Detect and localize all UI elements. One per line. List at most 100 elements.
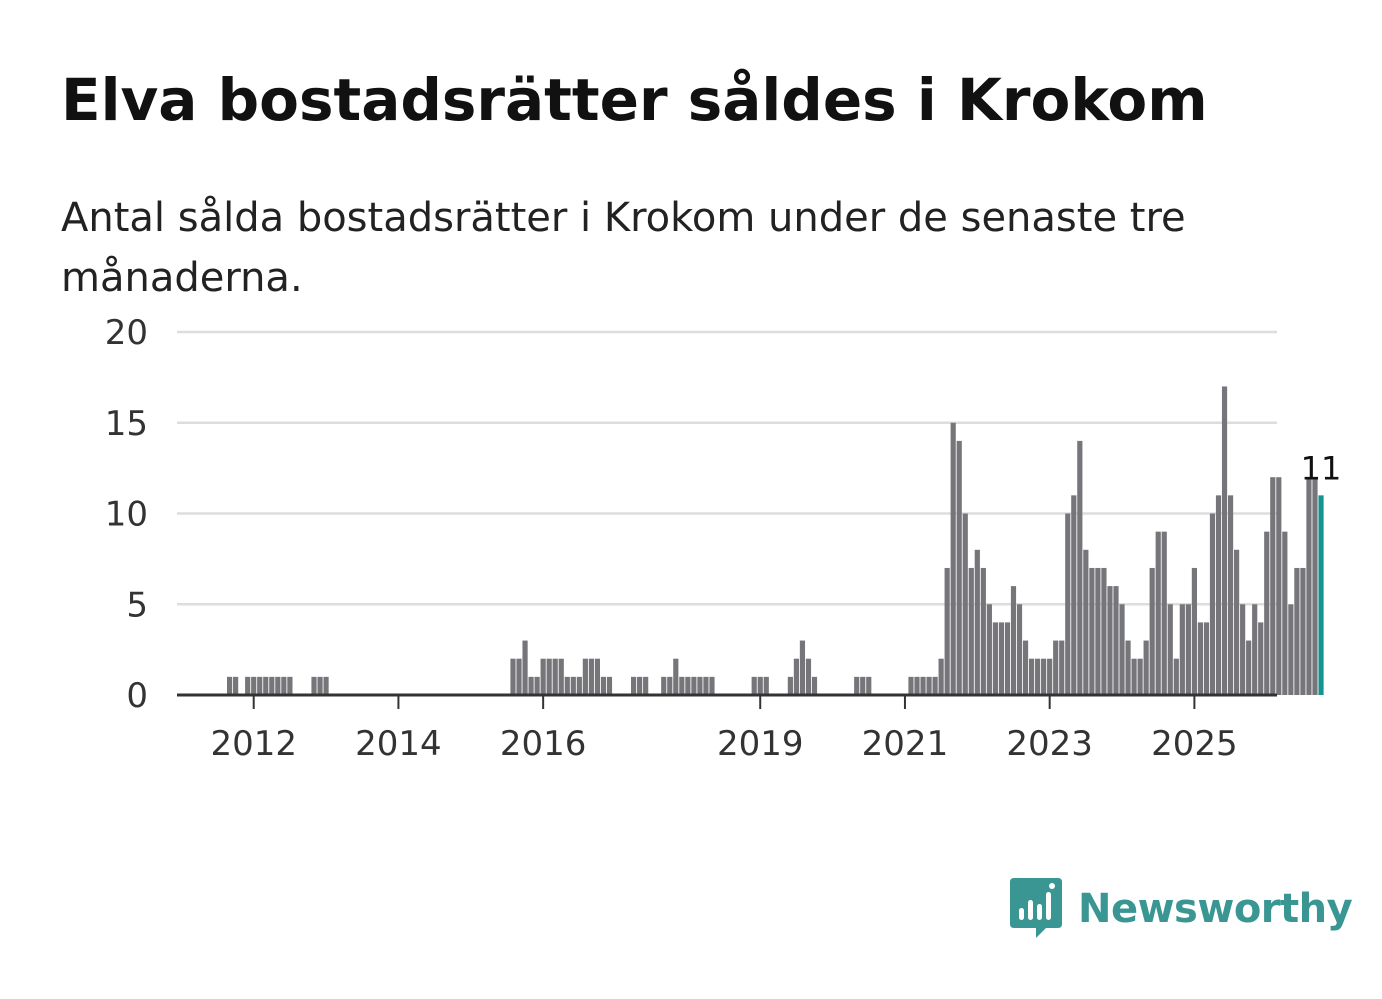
- bar: [998, 622, 1005, 695]
- x-tick-label: 2014: [355, 724, 442, 764]
- bar: [606, 676, 613, 695]
- bar: [1191, 567, 1197, 695]
- bar: [1294, 567, 1300, 695]
- bar: [697, 676, 703, 695]
- x-tick-label: 2019: [717, 724, 804, 764]
- bar: [552, 658, 558, 695]
- highlight-value-label: 11: [1301, 449, 1342, 487]
- bar: [245, 676, 251, 695]
- bar: [540, 658, 546, 695]
- bar: [1101, 567, 1107, 695]
- bar: [1010, 586, 1017, 695]
- bar: [1240, 604, 1246, 695]
- bar: [992, 622, 998, 695]
- chart-subtitle: Antal sålda bostadsrätter i Krokom under…: [61, 195, 1186, 301]
- labels: 0 5 10 15 20 2012 2014 2016 2019 2021 2023 2025 11: [105, 313, 1342, 764]
- x-tick-label: 2025: [1151, 724, 1238, 764]
- x-tick-label: 2012: [210, 724, 297, 764]
- bar: [311, 676, 317, 695]
- bar: [1089, 567, 1095, 695]
- bar: [703, 676, 709, 695]
- bar: [1161, 531, 1167, 695]
- bar: [1004, 622, 1011, 695]
- newsworthy-logo-icon: [1010, 878, 1062, 938]
- bar: [938, 658, 944, 695]
- bar: [1125, 640, 1131, 695]
- bar: [1215, 495, 1222, 695]
- bar: [860, 676, 866, 695]
- bar: [1065, 513, 1071, 695]
- bar: [950, 422, 956, 695]
- bar: [757, 676, 763, 695]
- bars: [227, 386, 1324, 695]
- bar: [866, 676, 872, 695]
- bar: [510, 658, 516, 695]
- bar: [1197, 622, 1204, 695]
- bar: [1047, 658, 1053, 695]
- bar: [1016, 604, 1023, 695]
- bar: [661, 676, 667, 695]
- bar: [1149, 567, 1155, 695]
- bar: [1113, 586, 1119, 695]
- bar: [1288, 604, 1294, 695]
- bar: [1306, 477, 1312, 695]
- bar: [582, 658, 588, 695]
- bar: [968, 567, 974, 695]
- y-tick-label: 5: [126, 585, 148, 625]
- bar: [257, 676, 263, 695]
- bar: [275, 676, 281, 695]
- bar: [1209, 513, 1216, 695]
- y-tick-label: 10: [105, 495, 148, 535]
- bar: [269, 676, 275, 695]
- x-tick-label: 2021: [862, 724, 949, 764]
- bar: [643, 676, 649, 695]
- gridlines: [177, 330, 1277, 606]
- x-tick-label: 2023: [1006, 724, 1093, 764]
- bar: [631, 676, 637, 695]
- bar: [1173, 658, 1179, 695]
- bar: [787, 676, 793, 695]
- bar: [1119, 604, 1125, 695]
- bar: [522, 640, 528, 695]
- brand-name: Newsworthy: [1078, 886, 1353, 932]
- bar: [811, 676, 818, 695]
- bar: [1077, 440, 1083, 695]
- bar: [799, 640, 806, 695]
- bar: [323, 676, 329, 695]
- bar: [1185, 604, 1191, 695]
- bar: [570, 676, 576, 695]
- bar: [534, 676, 540, 695]
- bar: [558, 658, 564, 695]
- bar: [1083, 549, 1089, 695]
- bar: [516, 658, 522, 695]
- bar: [594, 658, 601, 695]
- bar: [1167, 604, 1173, 695]
- bar: [691, 676, 697, 695]
- y-tick-label: 15: [105, 404, 148, 444]
- bar: [986, 604, 992, 695]
- bar: [1107, 586, 1113, 695]
- bar: [763, 676, 769, 695]
- bar: [576, 676, 582, 695]
- bar: [1258, 622, 1264, 695]
- bar: [926, 676, 932, 695]
- y-tick-label: 20: [105, 313, 148, 353]
- bar: [1022, 640, 1029, 695]
- x-tick-label: 2016: [500, 724, 587, 764]
- bar: [588, 658, 594, 695]
- bar: [1282, 531, 1288, 695]
- bar: [1095, 567, 1101, 695]
- bar: [281, 676, 287, 695]
- bar: [251, 676, 257, 695]
- chart-title: Elva bostadsrätter såldes i Krokom: [61, 66, 1208, 134]
- bar: [263, 676, 269, 695]
- bar: [673, 658, 679, 695]
- bar: [1035, 658, 1041, 695]
- bar: [600, 676, 607, 695]
- bar: [1041, 658, 1047, 695]
- bar: [685, 676, 691, 695]
- bar: [932, 676, 938, 695]
- bar: [1028, 658, 1035, 695]
- bar: [980, 567, 986, 695]
